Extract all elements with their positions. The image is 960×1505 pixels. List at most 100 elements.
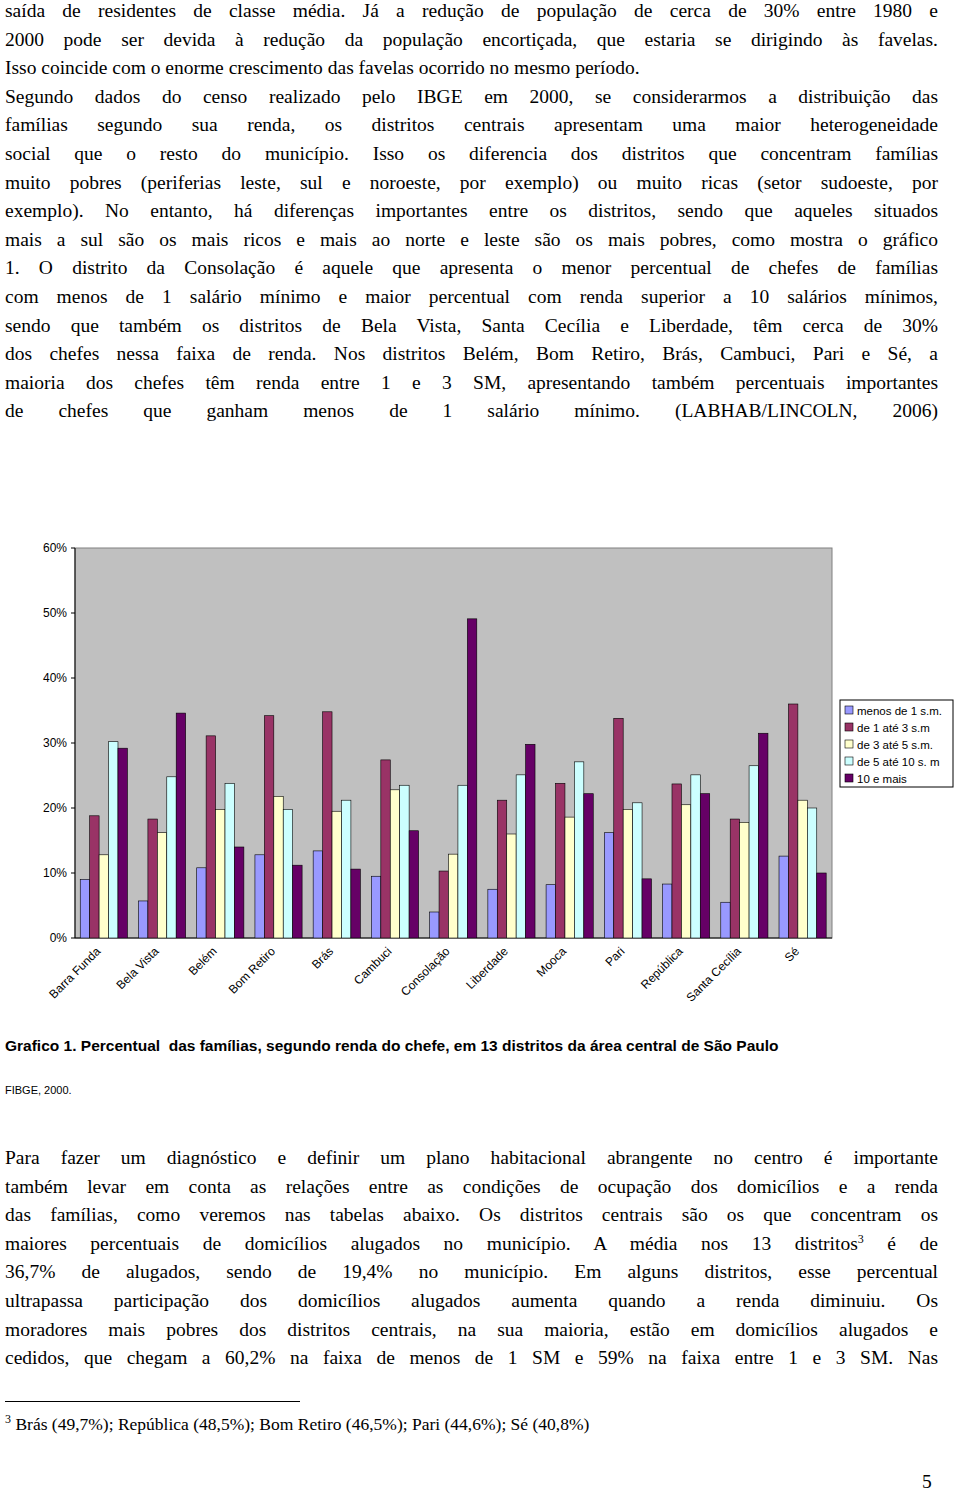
footnote-rule — [5, 1401, 300, 1402]
bar — [283, 809, 292, 938]
legend-box — [840, 700, 953, 787]
bar — [264, 716, 273, 938]
paragraphs-bottom: Para fazer um diagnóstico e definir um p… — [5, 1144, 938, 1373]
bar — [507, 834, 516, 938]
bar — [293, 865, 302, 938]
bar — [341, 800, 350, 938]
bar — [497, 800, 506, 938]
bar — [749, 766, 758, 938]
page-number: 5 — [922, 1468, 932, 1496]
bar — [604, 833, 613, 938]
text-line: social que o resto do município. Isso os… — [5, 140, 938, 169]
text-line: muito pobres (periferias leste, sul e no… — [5, 169, 938, 198]
text-line: Segundo dados do censo realizado pelo IB… — [5, 83, 938, 112]
bar — [118, 748, 127, 938]
bar — [759, 733, 768, 938]
y-tick-label: 60% — [43, 541, 67, 555]
text-line: ultrapassa participação dos domicílios a… — [5, 1287, 938, 1316]
legend-label: de 5 até 10 s. m — [857, 756, 939, 768]
y-tick-label: 40% — [43, 671, 67, 685]
text-line: de chefes que ganham menos de 1 salário … — [5, 397, 938, 426]
bar — [206, 736, 215, 938]
bar — [197, 868, 206, 938]
text-line: 1. O distrito da Consolação é aquele que… — [5, 254, 938, 283]
legend-swatch — [845, 706, 853, 714]
bar — [623, 809, 632, 938]
bar — [371, 876, 380, 938]
y-tick — [71, 743, 75, 744]
y-tick — [71, 938, 75, 939]
figure-source: FIBGE, 2000. — [5, 1084, 72, 1096]
bar — [390, 790, 399, 938]
text-line: com menos de 1 salário mínimo e maior pe… — [5, 283, 938, 312]
x-tick-label: Bela Vista — [114, 944, 162, 992]
x-tick-label: Cambuci — [351, 944, 394, 987]
x-tick-label: Barra Funda — [46, 944, 103, 1001]
text-line: mais a sul são os mais ricos e mais ao n… — [5, 226, 938, 255]
legend-swatch — [845, 723, 853, 731]
x-tick-label: Mooca — [534, 944, 570, 980]
bar — [430, 912, 439, 938]
bar — [409, 831, 418, 938]
text-line: famílias segundo sua renda, os distritos… — [5, 111, 938, 140]
footnote-ref: 3 — [858, 1231, 864, 1245]
text-run: maiores percentuais de domicílios alugad… — [5, 1233, 858, 1254]
text-line: maioria dos chefes têm renda entre 1 e 3… — [5, 369, 938, 398]
bar — [663, 884, 672, 938]
x-tick-label: Brás — [309, 944, 336, 971]
footnote-text: Brás (49,7%); República (48,5%); Bom Ret… — [15, 1414, 589, 1434]
bar — [167, 777, 176, 938]
bar — [458, 785, 467, 938]
footnote-marker: 3 — [5, 1412, 11, 1426]
bar — [138, 901, 147, 938]
text-line: moradores mais pobres dos distritos cent… — [5, 1316, 938, 1345]
bar — [351, 869, 360, 938]
bar — [323, 712, 332, 938]
bars — [80, 619, 826, 938]
bar — [730, 819, 739, 938]
y-axis — [75, 548, 76, 938]
text-line: exemplo). No entanto, há diferenças impo… — [5, 197, 938, 226]
bar — [614, 718, 623, 938]
bar — [109, 742, 118, 938]
legend-label: de 1 até 3 s.m — [857, 722, 930, 734]
y-tick — [71, 678, 75, 679]
text-line: Para fazer um diagnóstico e definir um p… — [5, 1144, 938, 1173]
y-tick-label: 0% — [50, 931, 68, 945]
y-tick-label: 50% — [43, 606, 67, 620]
bar — [400, 785, 409, 938]
bar — [526, 744, 535, 938]
bar — [779, 856, 788, 938]
footnote: 3 Brás (49,7%); República (48,5%); Bom R… — [5, 1410, 589, 1438]
y-tick-label: 30% — [43, 736, 67, 750]
bar — [176, 713, 185, 938]
bar — [740, 822, 749, 938]
bar — [80, 880, 89, 939]
legend-swatch — [845, 740, 853, 748]
chart: 0%10%20%30%40%50%60%Barra FundaBela Vist… — [0, 0, 960, 1120]
x-tick-label: Belém — [186, 944, 220, 978]
text-line: também levar em conta as relações entre … — [5, 1173, 938, 1202]
bar — [788, 704, 797, 938]
bar — [148, 819, 157, 938]
bar — [721, 902, 730, 938]
paragraphs-top: saída de residentes de classe média. Já … — [5, 0, 938, 426]
bar — [274, 796, 283, 938]
bar — [381, 760, 390, 938]
text-line: Isso coincide com o enorme crescimento d… — [5, 54, 938, 83]
bar — [546, 885, 555, 938]
x-tick-label: Santa Cecília — [683, 944, 744, 1005]
x-tick-label: República — [638, 944, 686, 992]
text-run: é de — [864, 1233, 938, 1254]
x-tick-label: Sé — [782, 944, 803, 965]
legend-swatch — [845, 757, 853, 765]
text-line: das famílias, como veremos nas tabelas a… — [5, 1201, 938, 1230]
bar — [157, 833, 166, 938]
legend-label: de 3 até 5 s.m. — [857, 739, 933, 751]
bar — [642, 879, 651, 938]
bar — [216, 809, 225, 938]
text-line: sendo que também os distritos de Bela Vi… — [5, 312, 938, 341]
bar — [798, 800, 807, 938]
bar — [516, 775, 525, 938]
bar — [565, 817, 574, 938]
